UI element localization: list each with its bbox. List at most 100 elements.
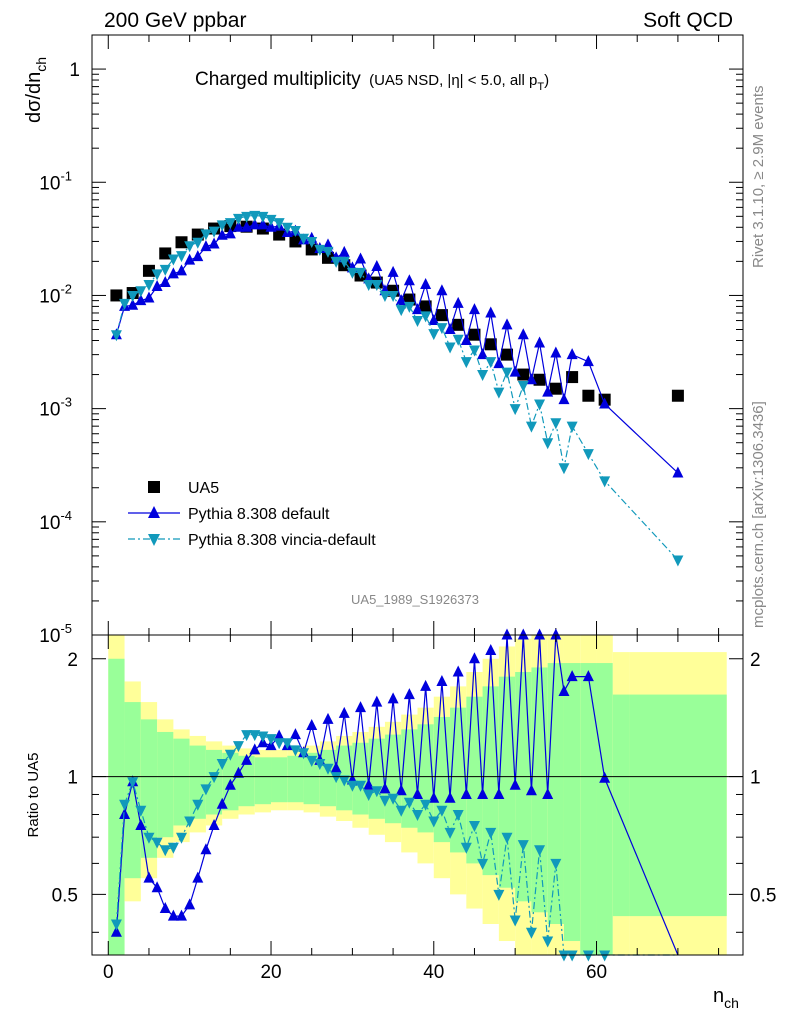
ratio-point-triangle-up bbox=[493, 787, 505, 799]
data-point-triangle-down bbox=[257, 211, 269, 223]
ratio-point-triangle-down bbox=[452, 809, 464, 821]
ratio-uncertainty-bands bbox=[108, 635, 727, 955]
ratio-point-triangle-up bbox=[249, 743, 261, 755]
ratio-point-triangle-down bbox=[542, 936, 554, 948]
data-point-triangle-down bbox=[387, 290, 399, 302]
ratio-y-tick-label: 2 bbox=[67, 650, 78, 671]
data-point-triangle-up bbox=[249, 218, 261, 230]
ratio-panel-series bbox=[110, 628, 679, 962]
data-point-square bbox=[175, 236, 188, 249]
data-point-triangle-up bbox=[428, 314, 440, 326]
main-panel-series bbox=[110, 210, 684, 567]
data-point-triangle-up bbox=[355, 252, 367, 264]
chart-title-suffix-close: ) bbox=[544, 72, 549, 89]
ratio-band-inner bbox=[466, 696, 483, 864]
data-point-triangle-up bbox=[452, 296, 464, 308]
ratio-band-inner bbox=[612, 694, 630, 917]
ratio-point-triangle-up bbox=[509, 778, 521, 790]
data-point-triangle-down bbox=[355, 267, 367, 279]
ratio-point-triangle-down bbox=[599, 950, 611, 962]
data-point-triangle-up bbox=[395, 294, 407, 306]
ratio-y-tick-label: 1 bbox=[67, 768, 78, 789]
data-point-triangle-up bbox=[151, 279, 163, 291]
ratio-point-triangle-up bbox=[468, 652, 480, 664]
data-point-triangle-up bbox=[184, 253, 196, 265]
ratio-point-triangle-up bbox=[517, 628, 529, 640]
data-point-triangle-up bbox=[420, 277, 432, 289]
ratio-point-triangle-down bbox=[509, 915, 521, 927]
data-point-triangle-up bbox=[550, 346, 562, 358]
main-y-tick-label: 10-2 bbox=[39, 281, 72, 307]
data-point-square bbox=[671, 389, 684, 402]
ratio-point-triangle-up bbox=[542, 787, 554, 799]
data-point-triangle-down bbox=[184, 241, 196, 253]
ratio-point-triangle-down bbox=[355, 780, 367, 792]
ratio-point-triangle-down bbox=[412, 809, 423, 821]
ratio-point-triangle-up bbox=[477, 787, 489, 799]
ratio-band-inner bbox=[384, 734, 402, 824]
mcplots-label: mcplots.cern.ch [arXiv:1306.3436] bbox=[750, 401, 767, 628]
data-point-triangle-down bbox=[216, 220, 228, 232]
data-point-square bbox=[110, 289, 123, 302]
data-point-square bbox=[549, 382, 562, 395]
data-point-triangle-down bbox=[436, 323, 448, 335]
data-point-triangle-down bbox=[135, 286, 147, 298]
data-point-triangle-down bbox=[208, 226, 220, 238]
data-point-triangle-up bbox=[241, 220, 253, 232]
ratio-point-triangle-up bbox=[444, 791, 456, 803]
ratio-band-inner bbox=[287, 755, 304, 803]
ratio-point-triangle-down bbox=[167, 842, 179, 854]
data-point-triangle-up bbox=[322, 238, 334, 250]
legend-marker-triangle-up bbox=[148, 506, 160, 518]
data-point-triangle-up bbox=[338, 245, 350, 257]
data-point-square bbox=[468, 328, 481, 341]
ratio-point-triangle-up bbox=[460, 787, 472, 799]
ratio-point-triangle-down bbox=[151, 837, 163, 849]
main-y-axis-label: dσ/dnch bbox=[23, 57, 49, 123]
data-point-triangle-down bbox=[330, 256, 342, 268]
data-point-triangle-up bbox=[208, 237, 220, 249]
ratio-point-triangle-up bbox=[599, 771, 611, 783]
ratio-point-triangle-down bbox=[298, 748, 310, 760]
data-point-triangle-up bbox=[582, 355, 594, 367]
data-point-triangle-down bbox=[534, 399, 546, 411]
data-point-triangle-up bbox=[517, 328, 529, 340]
data-point-triangle-up bbox=[566, 348, 578, 360]
ratio-point-triangle-up bbox=[582, 670, 594, 682]
ratio-point-triangle-up bbox=[322, 712, 334, 724]
ratio-point-triangle-up bbox=[525, 784, 537, 796]
ratio-band-inner bbox=[531, 667, 548, 913]
ratio-point-triangle-up bbox=[224, 778, 236, 790]
ratio-point-triangle-up bbox=[395, 784, 407, 796]
data-point-triangle-up bbox=[525, 373, 537, 385]
data-point-triangle-up bbox=[599, 397, 611, 409]
legend-label: Pythia 8.308 default bbox=[188, 506, 330, 523]
ratio-point-triangle-down bbox=[273, 738, 285, 750]
data-point-triangle-up bbox=[477, 348, 489, 360]
ratio-point-triangle-down bbox=[143, 832, 155, 844]
data-point-square bbox=[533, 373, 546, 386]
ratio-point-triangle-down bbox=[232, 741, 244, 753]
ratio-point-triangle-down bbox=[184, 816, 196, 828]
ratio-point-triangle-down bbox=[550, 858, 562, 870]
data-point-triangle-down bbox=[403, 301, 415, 313]
data-point-triangle-down bbox=[452, 334, 464, 346]
ratio-point-triangle-up bbox=[355, 701, 367, 713]
data-point-triangle-down bbox=[379, 290, 391, 302]
data-point-triangle-down bbox=[420, 311, 432, 323]
data-point-triangle-up bbox=[127, 298, 139, 310]
ratio-band-inner bbox=[108, 658, 125, 955]
ratio-point-triangle-up bbox=[558, 684, 570, 696]
ratio-point-triangle-up bbox=[501, 628, 513, 640]
main-y-tick-label: 10-4 bbox=[39, 508, 72, 534]
ratio-point-triangle-down bbox=[436, 805, 448, 817]
ratio-point-triangle-up bbox=[216, 797, 228, 809]
ratio-point-triangle-up bbox=[167, 909, 179, 921]
header-left-label: 200 GeV ppbar bbox=[104, 9, 246, 32]
ratio-point-triangle-up bbox=[566, 670, 578, 682]
ratio-point-triangle-up bbox=[151, 881, 163, 893]
data-point-triangle-down bbox=[192, 237, 204, 249]
ratio-point-triangle-down bbox=[265, 734, 277, 746]
data-point-triangle-down bbox=[566, 421, 578, 433]
ratio-point-triangle-up bbox=[273, 729, 285, 741]
